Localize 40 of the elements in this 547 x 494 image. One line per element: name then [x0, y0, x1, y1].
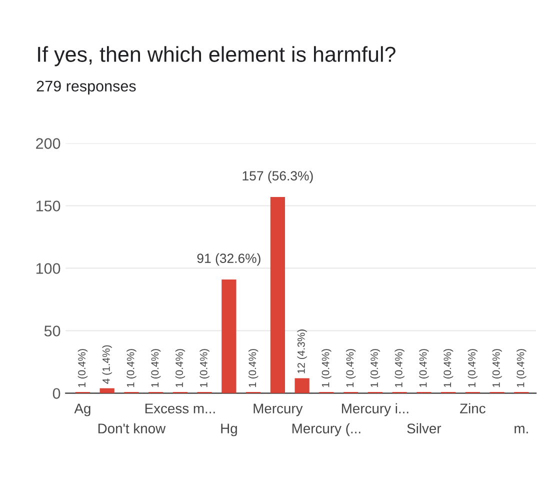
data-label: 12 (4.3%)	[297, 330, 307, 374]
x-tick-label: Mercury (...	[292, 423, 360, 436]
x-tick-label: Silver	[407, 423, 442, 434]
data-label: 1 (0.4%)	[443, 349, 454, 388]
x-tick-label: Mercury i...	[342, 403, 408, 416]
data-label: 1 (0.4%)	[370, 349, 380, 388]
data-label: 1 (0.4%)	[346, 349, 356, 388]
data-label: 1 (0.4%)	[492, 349, 502, 388]
bar	[270, 197, 286, 394]
data-label: 4 (1.4%)	[102, 345, 112, 384]
data-label: 1 (0.4%)	[394, 349, 404, 388]
x-tick-label: Excess m...	[145, 404, 215, 414]
x-tick-label: Zinc	[460, 403, 486, 414]
data-label: 1 (0.4%)	[150, 349, 161, 388]
x-tick-label: Don't know	[98, 423, 166, 434]
chart-subtitle: 279 responses	[36, 80, 136, 95]
y-tick-label: 150	[36, 200, 60, 212]
data-label: 1 (0.4%)	[516, 349, 526, 388]
data-label: 1 (0.4%)	[248, 349, 258, 388]
y-tick-label: 100	[36, 263, 60, 274]
data-label: 1 (0.4%)	[78, 349, 88, 388]
bar	[100, 388, 114, 394]
data-label: 1 (0.4%)	[468, 349, 478, 388]
x-tick-label: m.	[514, 426, 528, 434]
data-label: 1 (0.4%)	[200, 349, 210, 388]
data-label: 1 (0.4%)	[175, 349, 186, 388]
x-tick-label: Hg	[221, 424, 237, 436]
y-tick-label: 200	[36, 138, 60, 149]
bar	[222, 279, 236, 394]
y-tick-label: 0	[52, 388, 60, 399]
data-label: 91 (32.6%)	[197, 253, 260, 266]
y-tick-label: 50	[44, 326, 60, 336]
data-label: 1 (0.4%)	[419, 349, 429, 388]
data-label: 1 (0.4%)	[126, 349, 136, 388]
chart-title: If yes, then which element is harmful?	[38, 46, 396, 66]
data-label: 1 (0.4%)	[322, 349, 332, 388]
x-tick-label: Ag	[74, 404, 90, 416]
x-tick-label: Mercury	[254, 404, 303, 416]
data-label: 157 (56.3%)	[242, 170, 313, 184]
bar	[294, 378, 310, 394]
